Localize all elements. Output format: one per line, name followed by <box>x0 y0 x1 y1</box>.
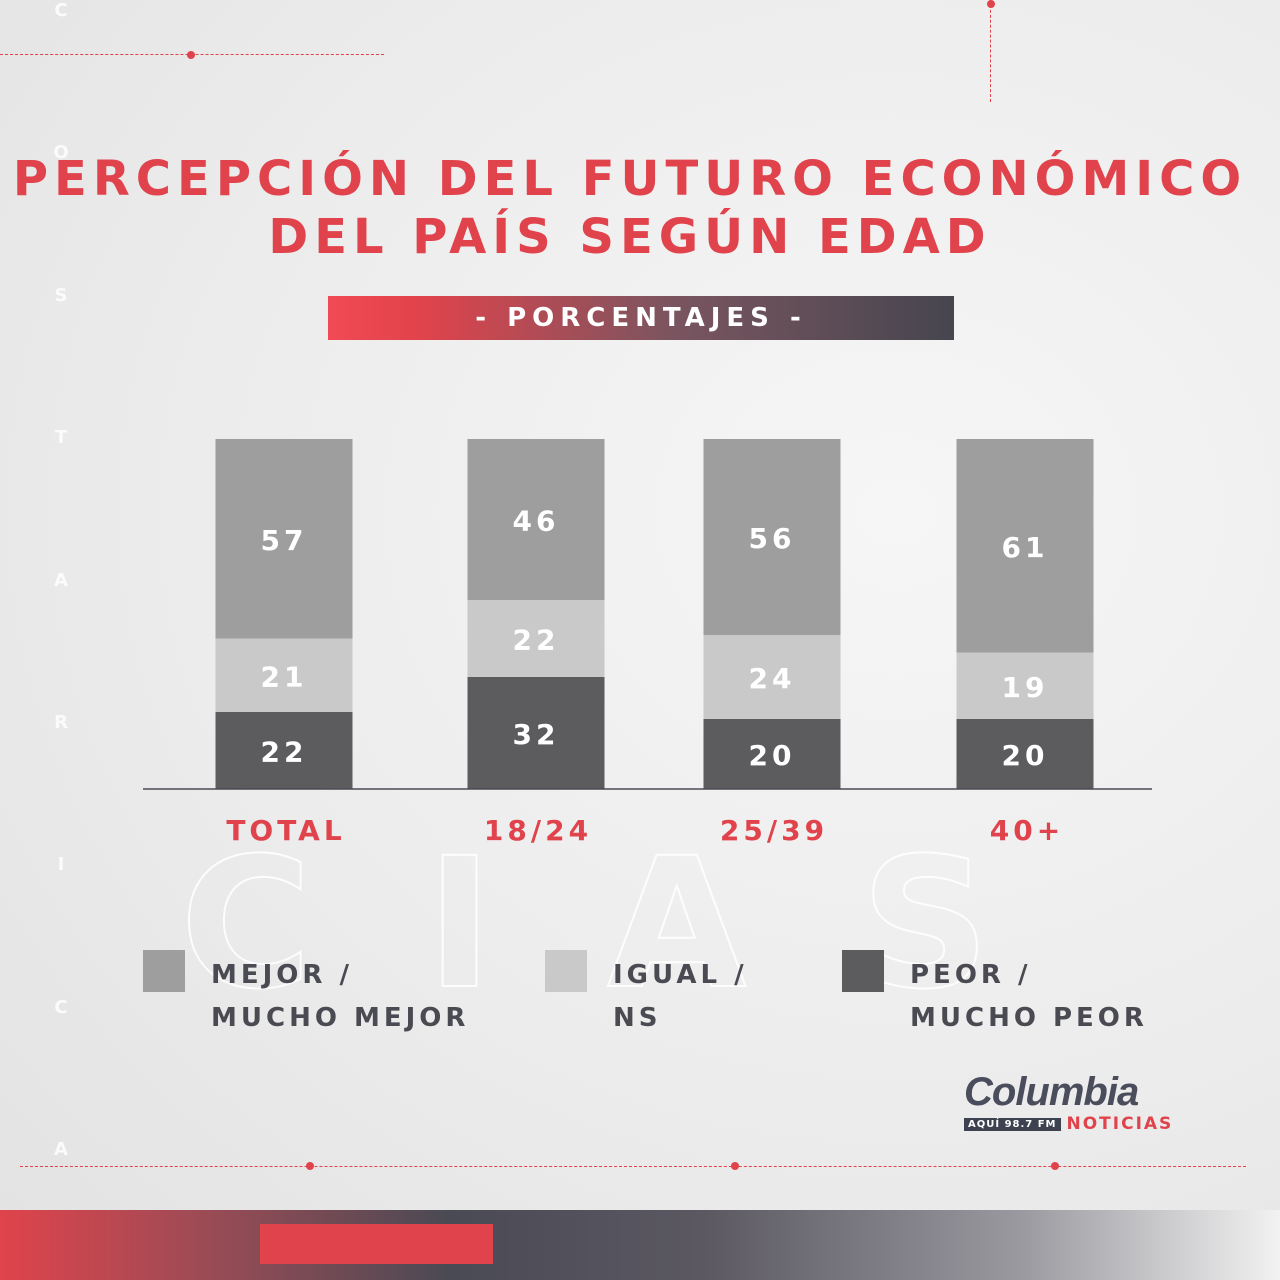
decor-dot <box>306 1162 314 1170</box>
watermark-letter: C <box>54 0 68 21</box>
watermark-letter: C <box>54 996 68 1018</box>
watermark-letter: S <box>54 284 68 306</box>
bar-value-label: 20 <box>1002 739 1049 772</box>
bar-value-label: 32 <box>513 718 560 751</box>
bar-value-label: 57 <box>261 524 308 557</box>
logo-tag: AQUÍ 98.7 FM <box>964 1117 1061 1131</box>
bar-segment <box>215 638 353 712</box>
vertical-watermark: C O S T A R I C A <box>52 0 70 1160</box>
bar-segment <box>703 439 841 635</box>
legend-swatch-mejor <box>143 950 185 992</box>
bar-segment <box>467 439 605 600</box>
category-label: 18/24 <box>484 814 592 847</box>
bar-segment <box>215 439 353 639</box>
legend-item-mejor: MEJOR / MUCHO MEJOR <box>143 950 469 1040</box>
bar-value-label: 19 <box>1002 671 1049 704</box>
legend-label-peor: PEOR / MUCHO PEOR <box>910 960 1148 1033</box>
background-letter: I <box>425 819 504 1030</box>
bar-segment <box>703 635 841 719</box>
decor-dot <box>1051 1162 1059 1170</box>
bar-value-label: 22 <box>261 736 308 769</box>
background-letter: S <box>859 819 1000 1030</box>
chart-subtitle: - PORCENTAJES - <box>475 303 807 333</box>
bar-value-label: 61 <box>1002 531 1049 564</box>
bottom-gradient-strip <box>0 1210 1280 1280</box>
bar-value-label: 46 <box>513 505 560 538</box>
decor-dot <box>187 51 195 59</box>
background-letter: C <box>179 819 323 1030</box>
bar-segment <box>956 719 1094 789</box>
watermark-letter: O <box>53 142 69 164</box>
decor-dashed-line <box>20 1166 1246 1167</box>
legend-swatch-peor <box>842 950 884 992</box>
watermark-letter: A <box>54 569 68 591</box>
bar-segment <box>956 439 1094 653</box>
bar-segment <box>703 719 841 789</box>
category-label: 40+ <box>990 814 1064 847</box>
bottom-accent-block <box>260 1224 493 1264</box>
watermark-letter: A <box>54 1139 68 1160</box>
bar-value-label: 22 <box>513 624 560 657</box>
watermark-letter: I <box>57 854 65 876</box>
legend-label-igual: IGUAL / NS <box>613 960 748 1033</box>
columbia-logo: Columbia AQUÍ 98.7 FM NOTICIAS <box>964 1072 1179 1134</box>
category-label: TOTAL <box>226 814 345 847</box>
bar-segment <box>215 712 353 789</box>
bar-value-label: 20 <box>749 739 796 772</box>
category-label: 25/39 <box>720 814 828 847</box>
bar-value-label: 56 <box>749 522 796 555</box>
legend-swatch-igual <box>545 950 587 992</box>
legend-label-mejor: MEJOR / MUCHO MEJOR <box>211 960 470 1033</box>
logo-subtitle: NOTICIAS <box>1066 1114 1174 1134</box>
watermark-letter: T <box>54 427 68 449</box>
logo-subline: AQUÍ 98.7 FM NOTICIAS <box>964 1114 1179 1134</box>
legend-item-peor: PEOR / MUCHO PEOR <box>842 950 1148 1040</box>
legend-item-igual: IGUAL / NS <box>545 950 748 1040</box>
bar-value-label: 21 <box>261 660 308 693</box>
watermark-letter: R <box>54 711 68 733</box>
chart-title: PERCEPCIÓN DEL FUTURO ECONÓMICO DEL PAÍS… <box>12 151 1248 265</box>
logo-name: Columbia <box>964 1070 1139 1114</box>
subtitle-banner: - PORCENTAJES - <box>328 296 954 340</box>
bar-segment <box>467 600 605 677</box>
decor-dashed-line <box>990 0 991 102</box>
background-letter: A <box>606 819 757 1030</box>
bar-value-label: 24 <box>749 662 796 695</box>
bar-segment <box>467 677 605 789</box>
bar-segment <box>956 652 1094 719</box>
decor-dot <box>987 0 995 8</box>
decor-dot <box>731 1162 739 1170</box>
